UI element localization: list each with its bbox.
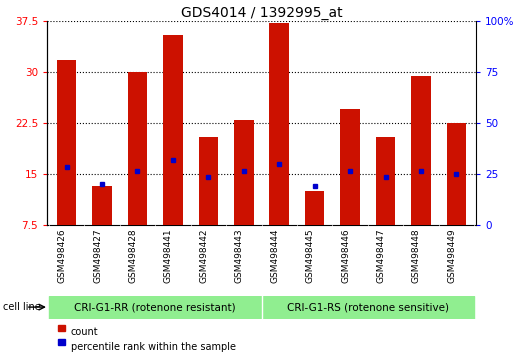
Bar — [262, 296, 474, 319]
Bar — [163, 35, 183, 225]
Bar — [92, 186, 112, 225]
Text: CRI-G1-RR (rotenone resistant): CRI-G1-RR (rotenone resistant) — [74, 302, 236, 312]
Text: GSM498443: GSM498443 — [235, 228, 244, 283]
Text: GSM498441: GSM498441 — [164, 228, 173, 283]
Text: GSM498444: GSM498444 — [270, 228, 279, 283]
Bar — [128, 72, 147, 225]
Text: GSM498449: GSM498449 — [448, 228, 457, 283]
Text: GSM498445: GSM498445 — [305, 228, 315, 283]
Bar — [49, 296, 262, 319]
Text: GSM498427: GSM498427 — [93, 228, 102, 283]
Text: CRI-G1-RS (rotenone sensitive): CRI-G1-RS (rotenone sensitive) — [287, 302, 449, 312]
Text: GSM498447: GSM498447 — [377, 228, 385, 283]
Bar — [57, 60, 76, 225]
Bar — [305, 191, 324, 225]
Bar — [376, 137, 395, 225]
Bar — [447, 123, 466, 225]
Text: GSM498448: GSM498448 — [412, 228, 421, 283]
Text: percentile rank within the sample: percentile rank within the sample — [71, 342, 235, 352]
Bar — [411, 75, 431, 225]
Text: GSM498426: GSM498426 — [58, 228, 66, 283]
Title: GDS4014 / 1392995_at: GDS4014 / 1392995_at — [180, 6, 343, 20]
Bar — [340, 109, 360, 225]
Text: count: count — [71, 327, 98, 337]
Text: GSM498442: GSM498442 — [199, 228, 208, 283]
Text: GSM498428: GSM498428 — [129, 228, 138, 283]
Bar — [269, 23, 289, 225]
Bar — [199, 137, 218, 225]
Bar — [234, 120, 254, 225]
Text: GSM498446: GSM498446 — [341, 228, 350, 283]
Text: cell line: cell line — [3, 302, 40, 312]
